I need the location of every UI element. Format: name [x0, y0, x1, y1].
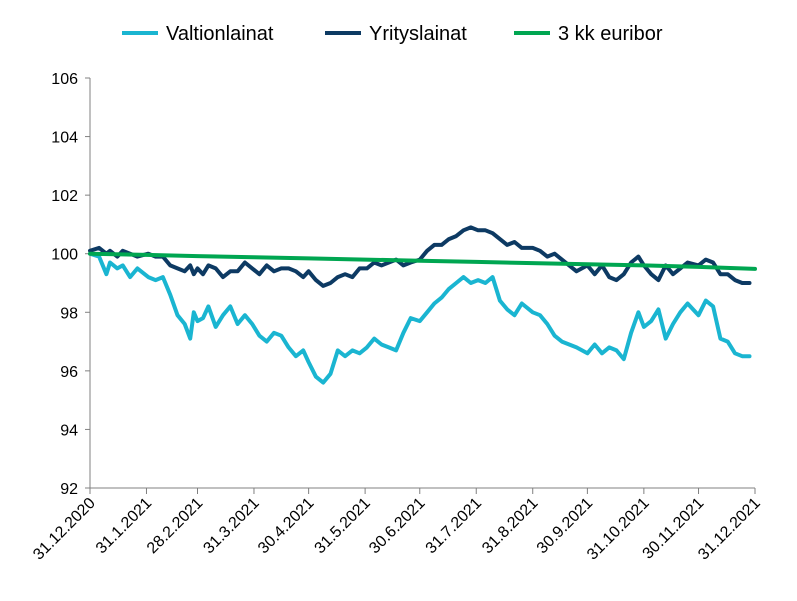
x-tick-label: 30.4.2021 — [255, 495, 317, 557]
y-tick-label: 104 — [51, 130, 78, 147]
x-tick-label: 31.7.2021 — [423, 495, 485, 557]
legend-label-euribor: 3 kk euribor — [558, 23, 663, 45]
y-tick-label: 94 — [60, 422, 78, 439]
x-ticks: 31.12.202031.1.202128.2.202131.3.202130.… — [30, 488, 764, 563]
y-tick-label: 92 — [60, 481, 78, 498]
series-lines — [88, 225, 757, 385]
legend-label-yrityslainat: Yrityslainat — [369, 23, 467, 45]
x-tick-label: 31.5.2021 — [312, 495, 374, 557]
axes — [89, 78, 755, 489]
y-tick-label: 98 — [60, 305, 78, 322]
series-line-valtionlainat — [88, 251, 752, 385]
series-line-euribor — [88, 251, 757, 271]
y-tick-label: 102 — [51, 188, 78, 205]
x-tick-label: 31.8.2021 — [479, 495, 541, 557]
x-tick-label: 28.2.2021 — [144, 495, 206, 557]
series-line-yrityslainat — [88, 225, 752, 288]
legend-label-valtionlainat: Valtionlainat — [166, 23, 274, 45]
x-tick-label: 30.6.2021 — [366, 495, 428, 557]
x-tick-label: 31.12.2020 — [30, 495, 99, 564]
y-tick-label: 106 — [51, 71, 78, 88]
y-tick-label: 96 — [60, 364, 78, 381]
legend: Valtionlainat Yrityslainat 3 kk euribor — [122, 23, 663, 45]
y-tick-label: 100 — [51, 247, 78, 264]
x-tick-label: 31.3.2021 — [200, 495, 262, 557]
y-ticks: 92 94 96 98 100 102 104 106 — [51, 71, 90, 498]
